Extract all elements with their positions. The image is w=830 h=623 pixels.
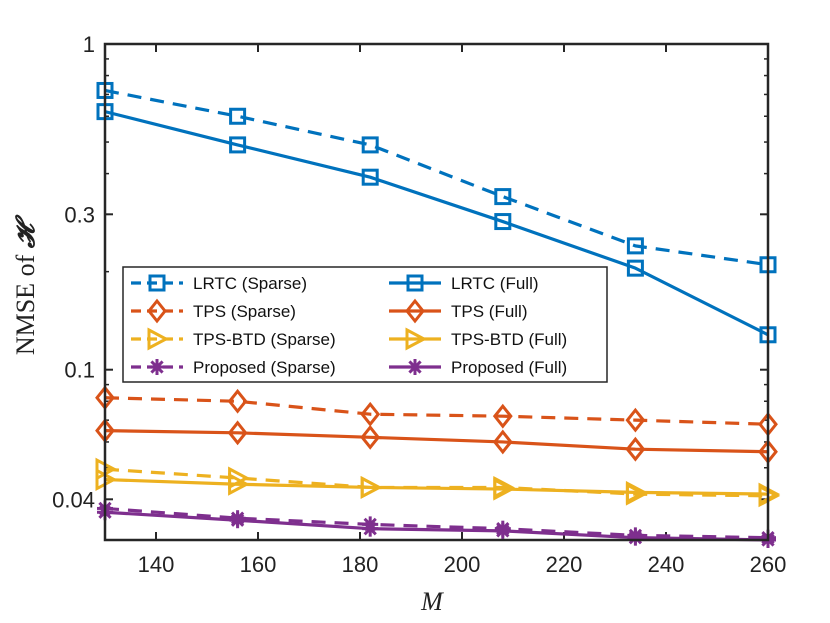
asterisk-stroke — [408, 360, 422, 374]
y-axis-label-symbol: 𝓗 — [11, 214, 40, 249]
x-tick-label: 240 — [648, 552, 685, 577]
data-point-diamond — [227, 388, 248, 414]
y-axis-label: NMSE of 𝓗 — [11, 214, 40, 355]
data-point-triangle — [405, 327, 428, 351]
y-tick-label: 1 — [83, 32, 95, 57]
asterisk-stroke — [628, 531, 643, 545]
legend-label: Proposed (Sparse) — [193, 358, 336, 377]
x-tick-label: 140 — [138, 552, 175, 577]
x-axis-label: M — [420, 587, 444, 616]
data-point-square — [626, 237, 644, 255]
legend-entry: TPS (Full) — [389, 298, 528, 324]
legend-entry: Proposed (Full) — [389, 358, 567, 377]
x-tick-label: 260 — [750, 552, 787, 577]
data-point-triangle — [228, 472, 250, 496]
data-point-asterisk — [149, 359, 165, 375]
data-point-asterisk — [494, 522, 511, 539]
data-point-triangle — [493, 477, 516, 501]
data-point-triangle — [625, 480, 648, 504]
legend-entry: LRTC (Full) — [389, 274, 539, 293]
series-lrtc-full — [96, 103, 777, 344]
y-tick-label: 0.3 — [64, 202, 95, 227]
x-tick-label: 180 — [342, 552, 379, 577]
data-point-diamond — [492, 429, 513, 455]
asterisk-stroke — [150, 360, 164, 374]
data-point-diamond — [147, 298, 167, 324]
data-point-diamond — [360, 401, 381, 427]
series-line — [104, 510, 769, 542]
data-point-diamond — [405, 298, 425, 324]
series-line — [104, 396, 769, 426]
legend-label: TPS (Full) — [451, 302, 528, 321]
data-point-square — [494, 213, 512, 231]
legend-label: LRTC (Sparse) — [193, 274, 307, 293]
data-point-square — [148, 274, 166, 292]
data-point-asterisk — [229, 512, 246, 529]
data-point-asterisk — [627, 529, 644, 546]
y-tick-label: 0.1 — [64, 358, 95, 383]
series-line — [104, 477, 769, 496]
data-point-square — [626, 259, 644, 277]
data-point-diamond — [360, 424, 381, 450]
x-tick-label: 220 — [546, 552, 583, 577]
legend-entry: TPS (Sparse) — [131, 298, 296, 324]
axes: 140 160 180 200 220 240 260 0.04 0.1 0.3 1 — [52, 32, 786, 577]
legend-entry: TPS-BTD (Full) — [389, 327, 567, 351]
legend-label: TPS-BTD (Full) — [451, 330, 567, 349]
legend-label: LRTC (Full) — [451, 274, 539, 293]
data-point-square — [229, 107, 247, 125]
data-point-diamond — [625, 407, 646, 433]
data-point-triangle — [147, 327, 170, 351]
legend: LRTC (Sparse) LRTC (Full) TPS (Sparse) TPS … — [122, 266, 608, 383]
plot-frame — [103, 42, 770, 542]
y-tick-label: 0.04 — [52, 487, 95, 512]
data-point-square — [229, 136, 247, 154]
legend-box — [122, 266, 608, 383]
legend-entry: TPS-BTD (Sparse) — [131, 327, 336, 351]
y-axis-label-prefix: NMSE of — [11, 248, 40, 355]
series-line — [104, 88, 769, 267]
legend-label: TPS-BTD (Sparse) — [193, 330, 336, 349]
data-point-diamond — [492, 403, 513, 429]
data-point-square — [494, 188, 512, 206]
x-tick-label: 160 — [240, 552, 277, 577]
series-tps-sparse — [95, 385, 778, 437]
x-tick-label: 200 — [444, 552, 481, 577]
series-group — [95, 81, 781, 548]
series-line — [104, 506, 769, 540]
legend-label: TPS (Sparse) — [193, 302, 296, 321]
data-point-diamond — [227, 420, 248, 446]
legend-entry: LRTC (Sparse) — [131, 274, 307, 293]
asterisk-stroke — [496, 524, 510, 538]
data-point-asterisk — [407, 359, 423, 375]
data-point-diamond — [625, 436, 646, 462]
data-point-square — [361, 136, 379, 154]
legend-label: Proposed (Full) — [451, 358, 567, 377]
asterisk-stroke — [363, 522, 377, 536]
data-point-square — [361, 168, 379, 186]
asterisk-stroke — [230, 513, 245, 527]
series-line — [104, 429, 769, 454]
legend-entry: Proposed (Sparse) — [131, 358, 336, 377]
data-point-triangle — [360, 475, 383, 499]
series-line — [104, 110, 769, 337]
data-point-square — [406, 274, 424, 292]
data-point-asterisk — [362, 520, 379, 537]
plot-border — [103, 42, 770, 542]
